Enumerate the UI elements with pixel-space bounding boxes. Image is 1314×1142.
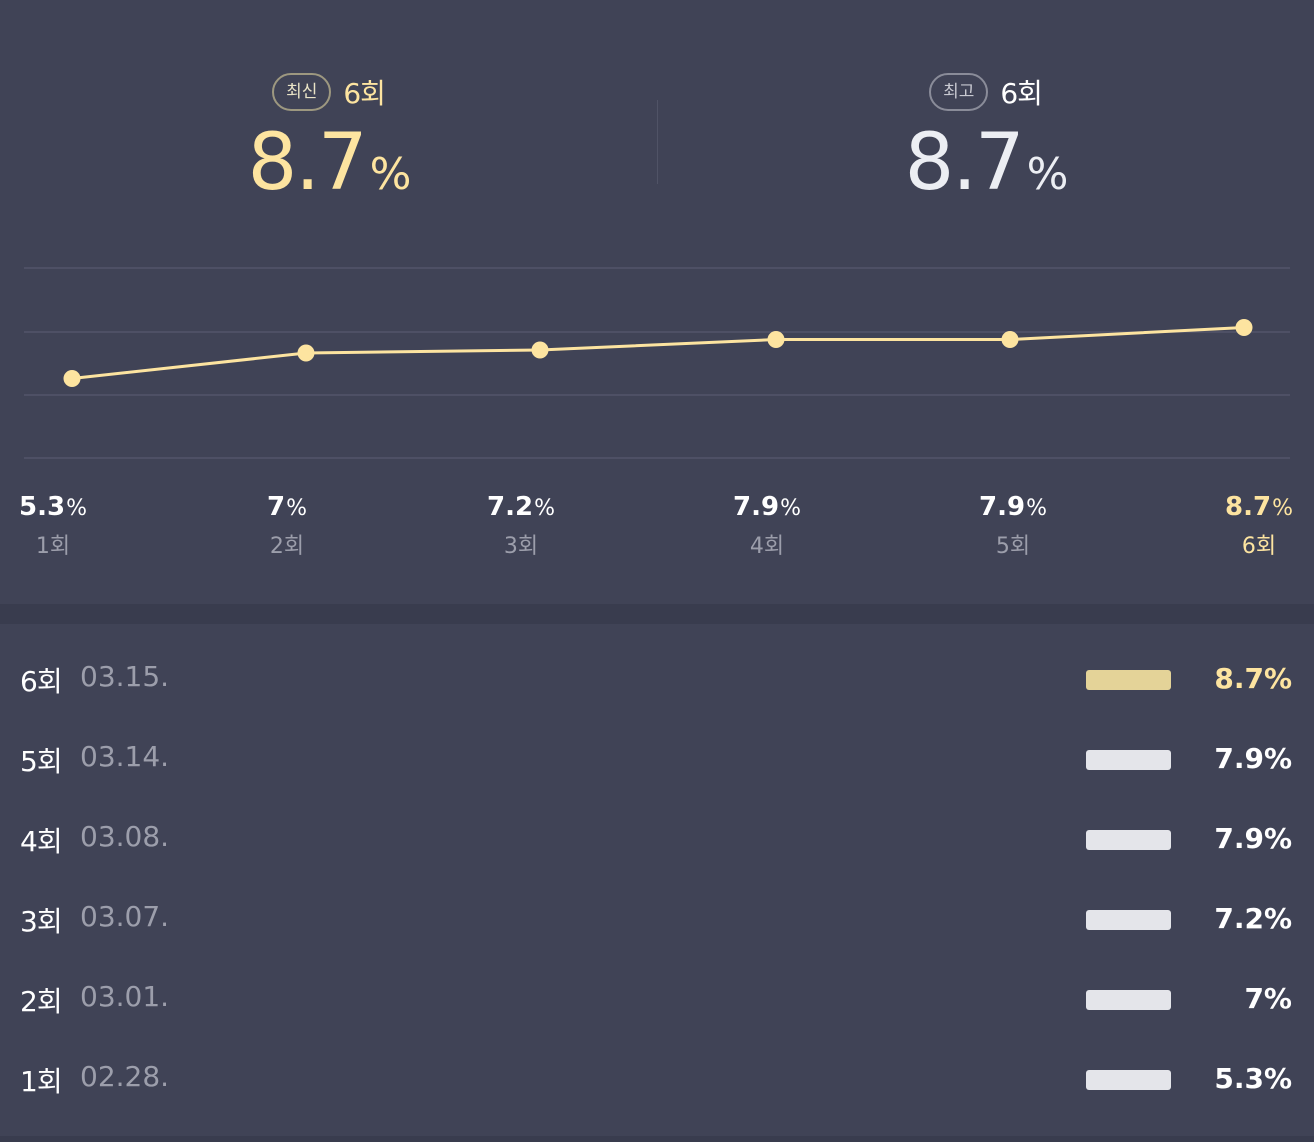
chart-point-label: 5.3% 1회	[0, 490, 113, 562]
point-value-label: 7.9%	[707, 490, 827, 524]
rating-bar	[1086, 830, 1171, 850]
chart-point-label: 7.9% 5회	[953, 490, 1073, 562]
rating-bar	[1086, 990, 1171, 1010]
summary-divider	[657, 100, 658, 184]
list-item[interactable]: 5회 03.14. 7.9%	[0, 720, 1314, 800]
point-value-number: 7.9	[979, 492, 1026, 522]
data-point-1[interactable]	[63, 370, 81, 387]
x-tick-label: 6회	[1241, 534, 1277, 559]
point-value-unit: %	[534, 496, 555, 521]
best-round: 6회	[1000, 77, 1043, 110]
round-label: 5회	[20, 745, 63, 778]
point-value-number: 7.2	[487, 492, 534, 522]
round-label: 3회	[20, 905, 63, 938]
point-value-number: 8.7	[1225, 492, 1272, 522]
section-separator	[0, 604, 1314, 624]
list-item[interactable]: 1회 02.28. 5.3%	[0, 1040, 1314, 1120]
latest-round: 6회	[343, 77, 386, 110]
rating-bar	[1086, 1070, 1171, 1090]
air-date: 03.15.	[80, 660, 170, 693]
best-value-number: 8.7	[904, 118, 1025, 208]
point-value-number: 7	[267, 492, 286, 522]
round-label: 6회	[20, 665, 63, 698]
air-date: 02.28.	[80, 1060, 170, 1093]
air-date: 03.14.	[80, 740, 170, 773]
best-summary: 최고 6회 8.7%	[657, 70, 1314, 218]
chart-point-label: 7.2% 3회	[461, 490, 581, 562]
chart-point-label: 7.9% 4회	[707, 490, 827, 562]
rating-bar	[1086, 910, 1171, 930]
latest-value-unit: %	[369, 149, 412, 200]
point-value-label: 7.9%	[953, 490, 1073, 524]
list-item[interactable]: 2회 03.01. 7%	[0, 960, 1314, 1040]
point-value-number: 7.9	[733, 492, 780, 522]
air-date: 03.08.	[80, 820, 170, 853]
point-value-number: 5.3	[19, 492, 66, 522]
point-value-unit: %	[780, 496, 801, 521]
round-label: 4회	[20, 825, 63, 858]
x-tick-label: 4회	[749, 534, 785, 559]
chart-point-label: 7% 2회	[227, 490, 347, 562]
line-chart-svg	[24, 267, 1290, 459]
rating-bar	[1086, 750, 1171, 770]
x-tick-label: 3회	[503, 534, 539, 559]
air-date: 03.07.	[80, 900, 170, 933]
rating-value: 7.9%	[1214, 742, 1292, 775]
latest-badge: 최신	[272, 73, 332, 111]
data-point-2[interactable]	[297, 344, 315, 362]
list-item[interactable]: 4회 03.08. 7.9%	[0, 800, 1314, 880]
chart-point-label: 8.7% 6회	[1199, 490, 1314, 562]
round-label: 1회	[20, 1065, 63, 1098]
point-value-label: 7.2%	[461, 490, 581, 524]
rating-value: 8.7%	[1214, 662, 1292, 695]
rating-value: 5.3%	[1214, 1062, 1292, 1095]
data-point-4[interactable]	[767, 331, 785, 348]
round-label: 2회	[20, 985, 63, 1018]
data-point-5[interactable]	[1001, 331, 1019, 348]
point-value-unit: %	[66, 496, 87, 521]
series-line	[71, 326, 1245, 380]
best-value-unit: %	[1026, 149, 1069, 200]
x-tick-label: 2회	[269, 534, 305, 559]
rating-value: 7.9%	[1214, 822, 1292, 855]
point-value-label: 8.7%	[1199, 490, 1314, 524]
air-date: 03.01.	[80, 980, 170, 1013]
rating-value: 7%	[1244, 982, 1292, 1015]
point-value-unit: %	[1272, 496, 1293, 521]
data-point-6[interactable]	[1235, 319, 1253, 336]
latest-summary: 최신 6회 8.7%	[0, 70, 657, 218]
x-tick-label: 5회	[995, 534, 1031, 559]
list-item[interactable]: 6회 03.15. 8.7%	[0, 640, 1314, 720]
best-value: 8.7%	[657, 120, 1314, 218]
list-item[interactable]: 3회 03.07. 7.2%	[0, 880, 1314, 960]
rating-value: 7.2%	[1214, 902, 1292, 935]
point-value-unit: %	[286, 496, 307, 521]
summary-section: 최신 6회 8.7% 최고 6회 8.7%	[0, 0, 1314, 250]
point-value-unit: %	[1026, 496, 1047, 521]
latest-value: 8.7%	[0, 120, 657, 218]
rating-bar	[1086, 670, 1171, 690]
ratings-list: 6회 03.15. 8.7% 5회 03.14. 7.9% 4회 03.08. 7.9% 3회 03…	[0, 640, 1314, 1120]
best-badge: 최고	[929, 73, 989, 111]
ratings-chart: 5.3% 1회 7% 2회 7.2% 3회 7.9% 4회 7.9% 5회 8.7% 6회	[0, 250, 1314, 590]
point-value-label: 7%	[227, 490, 347, 524]
latest-value-number: 8.7	[247, 118, 368, 208]
bottom-divider	[0, 1136, 1314, 1142]
x-tick-label: 1회	[35, 534, 71, 559]
data-point-3[interactable]	[531, 341, 549, 359]
point-value-label: 5.3%	[0, 490, 113, 524]
